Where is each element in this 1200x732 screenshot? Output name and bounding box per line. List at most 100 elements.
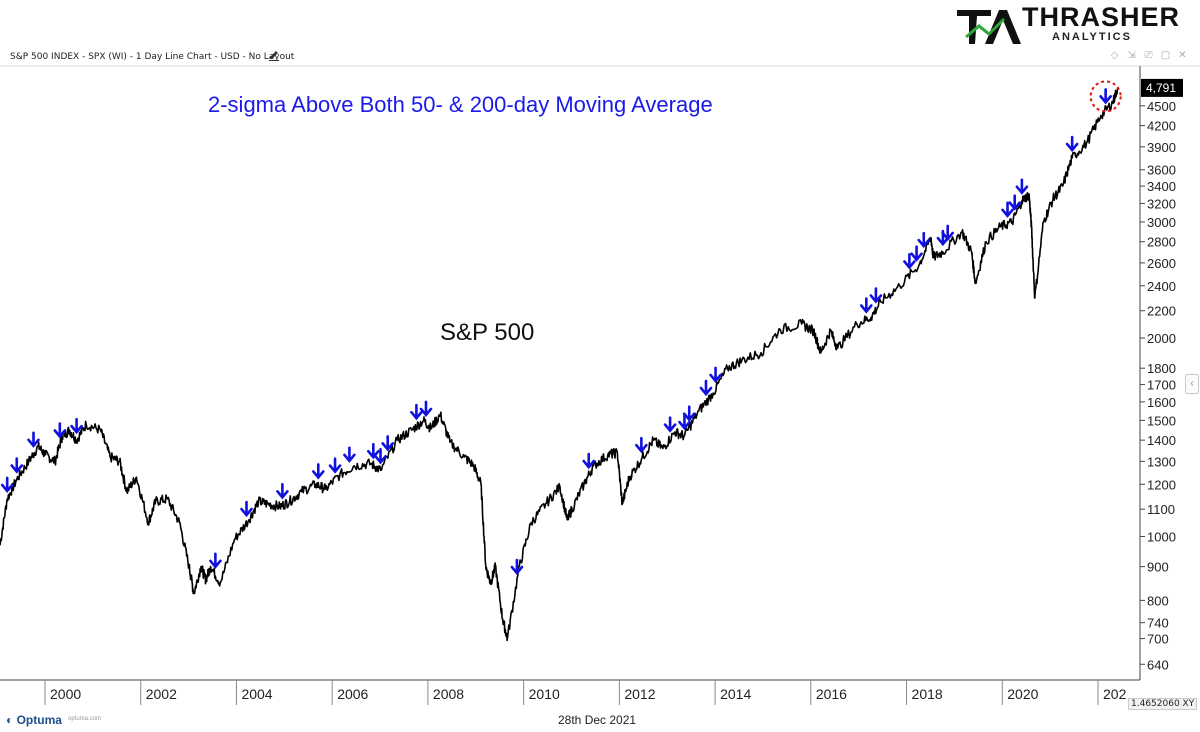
signal-arrow-icon	[374, 448, 387, 465]
y-tick-label: 640	[1147, 657, 1169, 672]
pencil-icon[interactable]	[268, 49, 280, 61]
optuma-logo: ◐ Optuma	[6, 713, 62, 727]
x-tick-label: 2006	[337, 686, 368, 702]
y-tick-label: 1100	[1147, 502, 1175, 517]
brand-name: THRASHER	[1022, 2, 1181, 32]
chart-title: 2-sigma Above Both 50- & 200-day Moving …	[208, 92, 713, 117]
signal-arrow-icon	[27, 431, 40, 448]
x-tick-label: 2016	[816, 686, 847, 702]
y-tick-label: 3400	[1147, 179, 1176, 194]
signal-arrow-icon	[709, 366, 722, 383]
x-tick-label: 2014	[720, 686, 751, 702]
signal-arrow-icon	[910, 245, 923, 262]
signal-arrow-icon	[240, 500, 253, 518]
signal-arrow-icon	[410, 403, 423, 421]
y-tick-label: 1700	[1147, 378, 1176, 393]
signal-arrow-icon	[682, 405, 696, 422]
footer-date: 28th Dec 2021	[558, 713, 637, 727]
y-tick-label: 1800	[1147, 361, 1176, 376]
y-tick-label: 1300	[1147, 454, 1176, 469]
y-tick-label: 1000	[1147, 529, 1176, 544]
copy-icon[interactable]: ⎚	[1144, 50, 1153, 61]
signal-arrow-icon	[903, 253, 916, 270]
y-tick-label: 3900	[1147, 140, 1176, 155]
signal-arrow-icon	[1008, 194, 1021, 211]
ta-monogram-icon	[957, 10, 1021, 44]
pin-icon[interactable]: ⇲	[1127, 50, 1136, 61]
y-tick-label: 2600	[1147, 256, 1176, 271]
y-tick-label: 800	[1147, 593, 1169, 608]
x-tick-label: 2004	[241, 686, 272, 702]
signal-arrow-icon	[419, 400, 433, 417]
signal-arrow-icon	[917, 231, 931, 249]
y-tick-label: 3600	[1147, 163, 1176, 178]
highlight-circle	[1089, 80, 1122, 113]
last-value-badge: 4,791	[1141, 78, 1183, 97]
signal-arrow-icon	[869, 287, 883, 304]
maximize-icon[interactable]: ▢	[1160, 50, 1171, 61]
chart-scroll-handle[interactable]: ‹	[1185, 374, 1199, 394]
y-tick-label: 1200	[1147, 477, 1176, 492]
x-tick-label: 2002	[146, 686, 177, 702]
close-icon[interactable]: ✕	[1178, 50, 1187, 61]
signal-arrow-icon	[941, 224, 954, 242]
window-controls: ◇ ⇲ ⎚ ▢ ✕	[1109, 50, 1188, 61]
x-tick-label: 2000	[50, 686, 81, 702]
y-tick-label: 2400	[1147, 279, 1176, 294]
brand-sub: ANALYTICS	[1052, 31, 1132, 43]
y-tick-label: 2000	[1147, 331, 1176, 346]
signal-arrow-icon	[582, 452, 596, 470]
optuma-brand: Optuma	[16, 713, 62, 727]
diamond-icon[interactable]: ◇	[1110, 50, 1119, 61]
signal-arrow-icon	[1001, 201, 1014, 218]
signal-arrow-icon	[699, 379, 713, 397]
x-tick-label: 2020	[1007, 686, 1038, 702]
signal-arrow-icon	[70, 417, 83, 435]
y-tick-label: 2200	[1147, 304, 1176, 319]
y-tick-label: 4200	[1147, 119, 1176, 134]
xy-value: 1.4652060	[1131, 699, 1180, 709]
signal-arrow-icon	[1065, 135, 1079, 153]
signal-arrow-icon	[367, 442, 380, 460]
y-tick-label: 3000	[1147, 215, 1176, 230]
optuma-url: optuma.com	[68, 716, 102, 722]
signal-arrow-icon	[53, 422, 67, 439]
y-tick-label: 4500	[1147, 99, 1176, 114]
x-tick-label: 2018	[912, 686, 943, 702]
y-tick-label: 740	[1147, 616, 1169, 631]
signal-arrow-icon	[10, 457, 24, 474]
signal-arrow-icon	[1015, 178, 1029, 195]
signal-arrow-icon	[328, 457, 342, 474]
x-tick-label: 2012	[624, 686, 655, 702]
signal-arrow-icon	[635, 436, 648, 454]
optuma-icon: ◐	[6, 713, 14, 727]
series-label: S&P 500	[440, 319, 534, 346]
signal-arrow-icon	[0, 476, 14, 493]
signal-arrow-icon	[276, 483, 289, 500]
signal-arrow-icon	[209, 552, 222, 569]
xy-readout: 1.4652060 XY	[1128, 698, 1198, 710]
y-tick-label: 700	[1147, 632, 1169, 647]
y-tick-label: 900	[1147, 560, 1169, 575]
chart-symbol-line: S&P 500 INDEX - SPX (WI) - 1 Day Line Ch…	[10, 52, 295, 62]
x-tick-label: 202	[1103, 686, 1127, 702]
signal-arrow-icon	[381, 435, 394, 452]
signal-arrow-icon	[1099, 88, 1112, 105]
price-line	[0, 87, 1119, 642]
brand-logo	[955, 6, 1145, 46]
y-tick-label: 2800	[1147, 235, 1176, 250]
signal-arrow-icon	[663, 416, 677, 433]
signal-arrow-icon	[311, 463, 325, 480]
signal-arrow-icon	[678, 413, 691, 431]
y-tick-label: 1500	[1147, 413, 1176, 428]
x-tick-label: 2008	[433, 686, 464, 702]
y-tick-label: 1400	[1147, 433, 1176, 448]
xy-label: XY	[1182, 699, 1195, 709]
y-tick-label: 1600	[1147, 395, 1176, 410]
x-tick-label: 2010	[529, 686, 560, 702]
last-value-label: 4,791	[1146, 81, 1176, 95]
signal-arrow-icon	[860, 297, 873, 314]
y-tick-label: 3200	[1147, 196, 1176, 211]
signal-arrow-icon	[510, 558, 524, 576]
